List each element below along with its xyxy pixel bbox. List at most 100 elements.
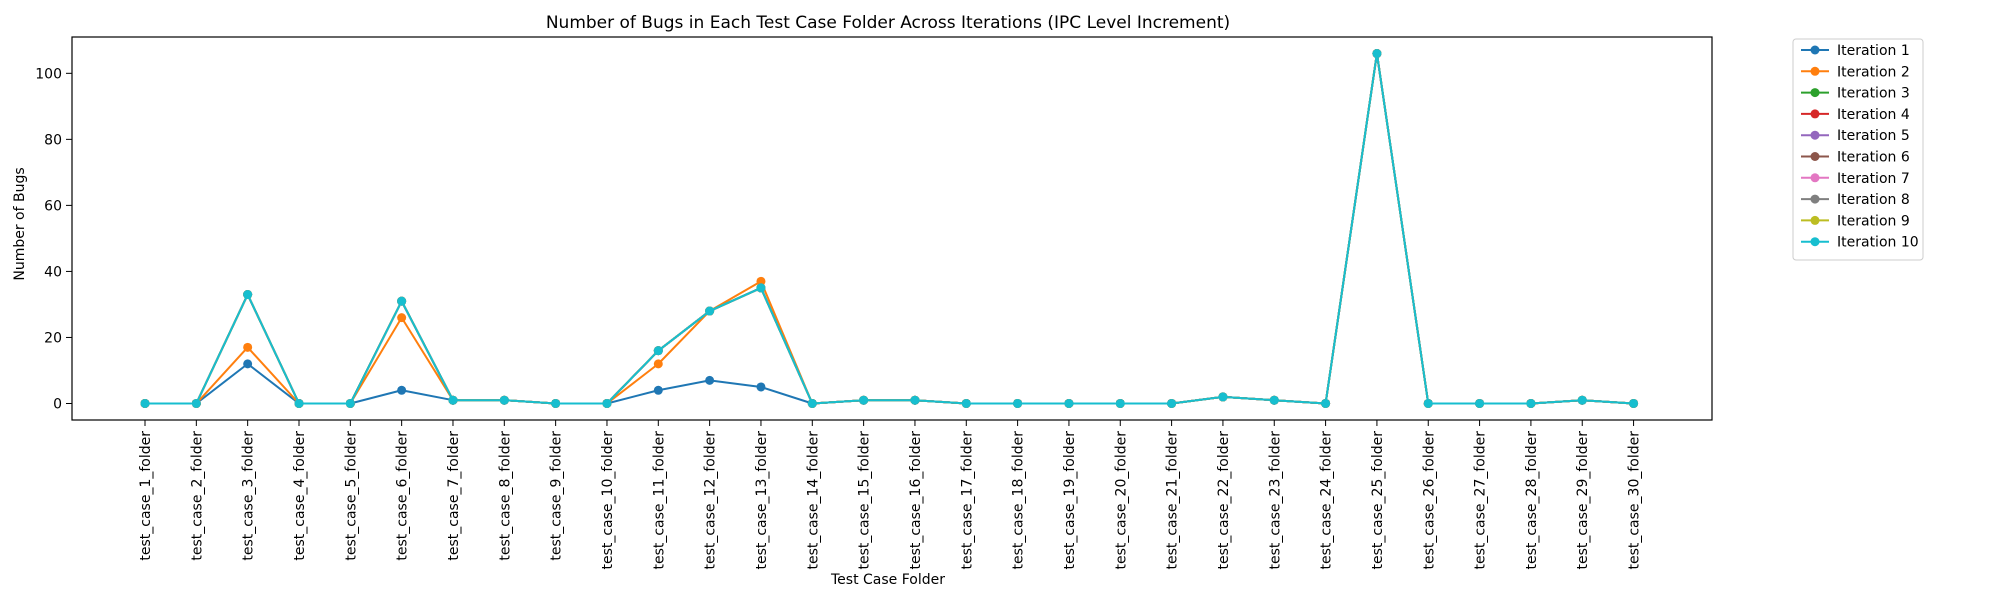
data-point	[191, 398, 201, 408]
x-tick-label: test_case_17_folder	[959, 431, 975, 570]
x-tick-label: test_case_28_folder	[1524, 431, 1540, 570]
y-tick-label: 20	[44, 330, 62, 346]
legend-label: Iteration 3	[1837, 86, 1910, 102]
data-point	[243, 290, 253, 300]
series-line	[145, 52, 1634, 405]
x-tick-label: test_case_10_folder	[600, 431, 616, 570]
data-point	[243, 359, 253, 369]
data-point	[1475, 398, 1485, 408]
y-axis-label: Number of Bugs	[12, 167, 28, 280]
legend-label: Iteration 5	[1837, 128, 1910, 144]
x-tick-label: test_case_12_folder	[703, 431, 719, 570]
series-line	[145, 52, 1634, 405]
series-1	[140, 49, 1639, 408]
legend-item: Iteration 8	[1801, 192, 1910, 208]
x-tick-label: test_case_19_folder	[1062, 431, 1078, 570]
series-line	[145, 52, 1634, 405]
x-tick-label: test_case_5_folder	[343, 431, 359, 561]
y-tick-label: 80	[44, 132, 62, 148]
data-point	[1577, 395, 1587, 405]
legend-item: Iteration 3	[1801, 86, 1910, 102]
legend-item: Iteration 4	[1801, 107, 1910, 123]
series-line	[145, 52, 1634, 405]
legend-item: Iteration 2	[1801, 64, 1910, 80]
legend-label: Iteration 4	[1837, 107, 1910, 123]
legend-item: Iteration 6	[1801, 150, 1910, 166]
legend-item: Iteration 1	[1801, 43, 1910, 59]
series-10	[140, 49, 1639, 408]
series-5	[140, 49, 1639, 408]
x-tick-label: test_case_16_folder	[908, 431, 924, 570]
x-tick-label: test_case_8_folder	[497, 431, 513, 561]
data-point	[397, 385, 407, 395]
data-point	[756, 283, 766, 293]
x-tick-label: test_case_3_folder	[241, 431, 257, 561]
series-6	[140, 49, 1639, 408]
plot-frame	[71, 36, 1713, 421]
data-point	[1013, 398, 1023, 408]
data-point	[1423, 398, 1433, 408]
data-point	[705, 306, 715, 316]
x-tick-label: test_case_21_folder	[1165, 431, 1181, 570]
legend-marker	[1810, 173, 1820, 183]
series-line	[145, 52, 1634, 405]
x-tick-label: test_case_7_folder	[446, 431, 462, 561]
legend-label: Iteration 6	[1837, 150, 1910, 166]
data-point	[140, 398, 150, 408]
x-tick-label: test_case_14_folder	[805, 431, 821, 570]
legend-marker	[1810, 66, 1820, 76]
x-tick-label: test_case_26_folder	[1421, 431, 1437, 570]
x-tick-label: test_case_18_folder	[1011, 431, 1027, 570]
data-point	[961, 398, 971, 408]
plot-area: 0 20 40 60 80 100 test_case_1_folder test_case_…	[35, 36, 1713, 570]
legend-marker	[1810, 152, 1820, 161]
y-tick-label: 60	[44, 198, 62, 214]
series-7	[140, 49, 1639, 408]
x-tick-label: test_case_25_folder	[1370, 431, 1386, 570]
y-tick-label: 100	[35, 66, 62, 82]
legend-item: Iteration 10	[1801, 235, 1919, 251]
series-line	[145, 52, 1634, 405]
legend-marker	[1810, 237, 1820, 247]
x-tick-label: test_case_4_folder	[292, 431, 308, 561]
data-point	[243, 342, 253, 352]
data-point	[397, 296, 407, 306]
x-tick-label: test_case_20_folder	[1113, 431, 1129, 570]
series-8	[140, 49, 1639, 408]
x-axis-label: Test Case Folder	[830, 572, 945, 588]
data-point	[910, 395, 920, 405]
data-point	[602, 398, 612, 408]
series-9	[140, 49, 1639, 408]
series-4	[140, 49, 1639, 408]
series-3	[140, 49, 1639, 408]
legend-marker	[1810, 130, 1820, 140]
data-point	[653, 346, 663, 356]
data-point	[499, 395, 509, 405]
series-line	[145, 52, 1634, 405]
legend-label: Iteration 9	[1837, 213, 1910, 229]
x-tick-label: test_case_11_folder	[651, 431, 667, 570]
x-tick-label: test_case_27_folder	[1473, 431, 1489, 570]
series-2	[140, 49, 1639, 408]
data-point	[1218, 392, 1228, 402]
data-point	[448, 395, 458, 405]
x-tick-label: test_case_24_folder	[1319, 431, 1335, 570]
data-point	[1167, 398, 1177, 408]
data-point	[653, 359, 663, 369]
legend-item: Iteration 5	[1801, 128, 1910, 144]
data-point	[807, 398, 817, 408]
x-tick-label: test_case_15_folder	[857, 431, 873, 570]
data-point	[756, 276, 766, 286]
legend-label: Iteration 10	[1837, 235, 1919, 251]
legend-marker	[1810, 45, 1820, 55]
data-point	[1269, 395, 1279, 405]
x-tick-label: test_case_22_folder	[1216, 431, 1232, 570]
data-point	[1629, 398, 1639, 408]
data-point	[653, 385, 663, 395]
data-point	[1526, 398, 1536, 408]
data-point	[551, 398, 561, 408]
legend-marker	[1810, 215, 1820, 225]
x-tick-label: test_case_13_folder	[754, 431, 770, 570]
legend-label: Iteration 7	[1837, 171, 1910, 187]
